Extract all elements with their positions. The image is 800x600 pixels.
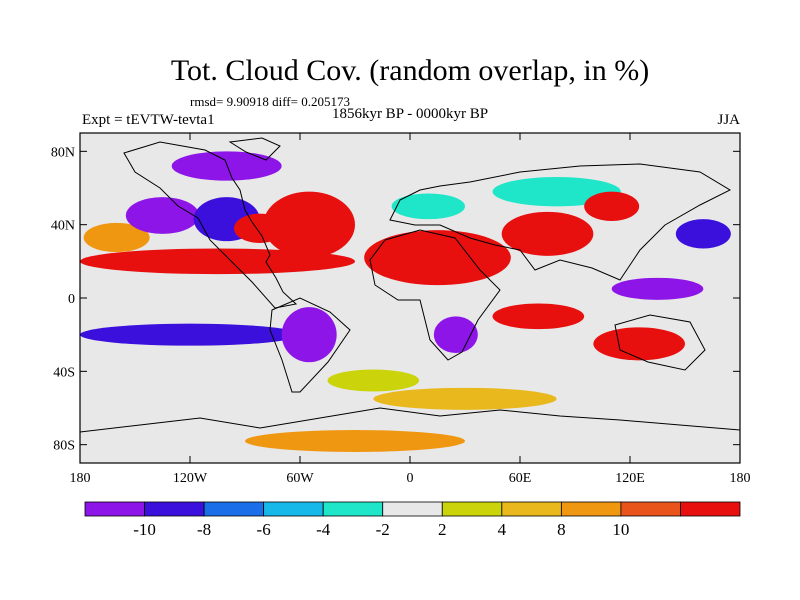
region-maritime-continent-negative	[611, 277, 704, 300]
y-tick-label: 0	[68, 292, 75, 307]
region-indian-ocean-positive	[492, 303, 585, 330]
colorbar-swatch	[263, 501, 324, 517]
region-south-america-negative	[281, 307, 337, 363]
colorbar-swatch	[620, 501, 681, 517]
colorbar-label: -4	[316, 520, 331, 539]
region-nw-pacific-negative	[675, 219, 731, 249]
colorbar-label: 8	[557, 520, 566, 539]
x-tick-label: 180	[730, 471, 751, 486]
colorbar-swatch	[560, 501, 622, 517]
experiment-label: Expt = tEVTW-tevta1	[82, 112, 215, 128]
stats-line: rmsd= 9.90918 diff= 0.205173	[190, 94, 350, 109]
region-europe-cyan	[391, 193, 466, 220]
x-tick-label: 60E	[509, 471, 532, 486]
colorbar-label: 4	[498, 520, 507, 539]
colorbar-label: -2	[376, 520, 390, 539]
x-tick-label: 120E	[615, 471, 645, 486]
region-southern-ocean-yellow	[373, 387, 557, 410]
region-north-pacific-negative	[125, 197, 200, 234]
x-tick-label: 120W	[173, 471, 208, 486]
x-axis: 180 120W 60W 0 60E 120E 180	[70, 133, 751, 486]
region-south-pacific-negative	[80, 323, 300, 346]
region-south-atlantic-yellow	[327, 369, 420, 392]
chart-title: Tot. Cloud Cov. (random overlap, in %)	[171, 54, 649, 87]
colorbar-swatch	[501, 501, 562, 517]
colorbar-swatch	[84, 501, 145, 517]
region-sahara-arabia-positive	[364, 230, 511, 286]
anomaly-field	[80, 151, 731, 452]
colorbar-swatch	[382, 501, 443, 517]
y-tick-label: 80N	[51, 145, 75, 160]
region-australia-positive	[593, 327, 686, 361]
x-tick-label: 180	[70, 471, 91, 486]
season-label: JJA	[717, 112, 740, 128]
x-tick-label: 0	[407, 471, 414, 486]
region-north-pacific-positive	[83, 222, 150, 253]
map-plot-area	[79, 132, 741, 464]
region-north-atlantic-positive	[263, 191, 355, 258]
colorbar-swatch	[203, 501, 265, 517]
colorbar-swatch	[144, 501, 205, 517]
colorbar-swatch	[441, 501, 503, 517]
map-background	[80, 133, 740, 463]
region-central-asia-positive	[501, 211, 594, 256]
region-subtropical-pacific-north-band	[80, 248, 355, 275]
region-antarctic-positive	[245, 430, 465, 452]
region-southern-africa-negative	[433, 316, 478, 353]
y-axis: 80N 40N 0 40S 80S	[51, 145, 740, 454]
colorbar	[84, 501, 741, 517]
colorbar-labels: -10 -8 -6 -4 -2 2 4 8 10	[133, 520, 629, 539]
colorbar-label: -8	[197, 520, 211, 539]
colorbar-label: -6	[257, 520, 271, 539]
colorbar-swatch	[322, 501, 384, 517]
region-canada-arctic-negative	[171, 151, 282, 181]
y-tick-label: 40S	[53, 365, 75, 380]
region-mongolia-positive	[584, 191, 640, 221]
x-tick-label: 60W	[286, 471, 314, 486]
colorbar-label: -10	[133, 520, 156, 539]
y-tick-label: 40N	[51, 219, 75, 234]
y-tick-label: 80S	[53, 439, 75, 454]
colorbar-label: 10	[612, 520, 629, 539]
period-label: 1856kyr BP - 0000kyr BP	[332, 106, 488, 122]
colorbar-label: 2	[438, 520, 447, 539]
coastlines	[80, 137, 740, 433]
colorbar-swatch	[680, 501, 741, 517]
